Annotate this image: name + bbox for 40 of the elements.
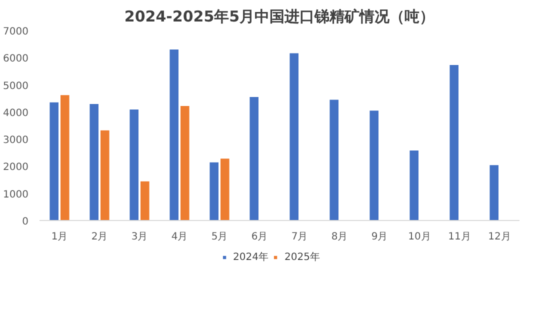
- bar: [170, 50, 178, 220]
- x-tick-label: 5月: [211, 232, 228, 242]
- chart-title: 2024-2025年5月中国进口锑精矿情况（吨）: [124, 8, 435, 26]
- x-tick-label: 1月: [51, 232, 68, 242]
- bar: [410, 150, 418, 220]
- bar: [140, 181, 150, 220]
- x-tick-label: 7月: [291, 232, 308, 242]
- bar: [220, 158, 230, 220]
- bar: [50, 102, 58, 220]
- bar: [60, 95, 70, 220]
- bar: [100, 130, 110, 220]
- x-tick-label: 11月: [448, 232, 471, 242]
- x-tick-label: 2月: [91, 232, 108, 242]
- x-tick-label: 9月: [371, 232, 388, 242]
- bar: [330, 100, 338, 220]
- x-tick-label: 8月: [331, 232, 348, 242]
- y-tick-label: 7000: [3, 26, 29, 38]
- bar: [490, 165, 498, 220]
- x-tick-label: 10月: [408, 232, 431, 242]
- x-tick-label: 12月: [488, 232, 511, 242]
- bar: [290, 53, 298, 220]
- x-tick-label: 4月: [171, 232, 188, 242]
- x-tick-label: 3月: [131, 232, 148, 242]
- bar: [180, 106, 190, 220]
- y-tick-label: 6000: [3, 54, 29, 65]
- bar: [90, 104, 98, 220]
- legend-label: 2025年: [284, 251, 320, 264]
- y-tick-label: 3000: [3, 135, 29, 146]
- bar: [130, 109, 138, 220]
- y-tick-label: 1000: [3, 189, 29, 200]
- y-tick-label: 2000: [3, 162, 29, 174]
- y-tick-label: 5000: [3, 80, 29, 92]
- bar: [250, 97, 258, 220]
- legend-label: 2024年: [233, 251, 268, 264]
- bar: [450, 64, 458, 220]
- bar: [370, 110, 378, 220]
- bar: [210, 162, 218, 220]
- y-tick-label: 0: [22, 216, 29, 228]
- x-tick-label: 6月: [251, 232, 268, 242]
- y-tick-label: 4000: [3, 108, 29, 119]
